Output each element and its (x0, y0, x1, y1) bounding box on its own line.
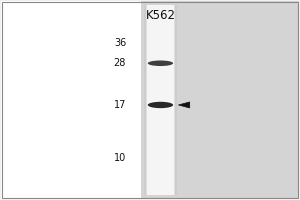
Bar (146, 5, 176, 195)
Bar (141, 1, 299, 199)
Text: 10: 10 (114, 153, 126, 163)
Text: 28: 28 (114, 58, 126, 68)
Bar (144, 5, 147, 195)
Text: 17: 17 (114, 100, 126, 110)
Text: K562: K562 (146, 9, 176, 22)
Bar (1, 1, 141, 199)
Text: 36: 36 (114, 38, 126, 48)
Polygon shape (178, 102, 190, 108)
Ellipse shape (148, 102, 173, 108)
Ellipse shape (148, 60, 173, 66)
Bar (174, 5, 177, 195)
